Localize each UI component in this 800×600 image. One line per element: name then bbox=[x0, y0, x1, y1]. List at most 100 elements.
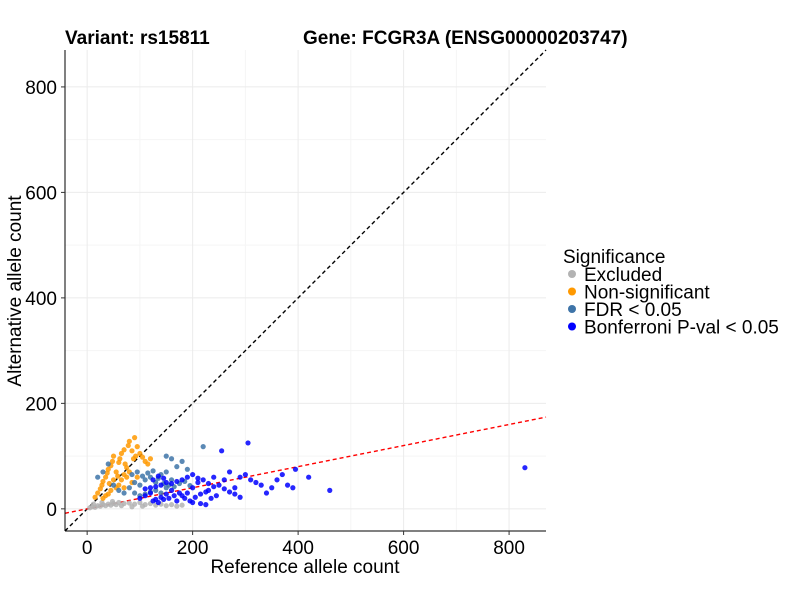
point-fdr-0-05 bbox=[153, 487, 159, 493]
y-tick-label: 600 bbox=[25, 183, 57, 204]
legend-swatch-excluded bbox=[568, 270, 576, 278]
point-non-significant bbox=[113, 469, 119, 475]
point-fdr-0-05 bbox=[150, 468, 156, 474]
point-excluded bbox=[118, 503, 125, 509]
point-fdr-0-05 bbox=[139, 473, 146, 479]
point-fdr-0-05 bbox=[121, 490, 127, 496]
point-non-significant bbox=[147, 456, 154, 462]
point-fdr-0-05 bbox=[137, 482, 143, 488]
point-bonferroni-p-val-0-05 bbox=[248, 477, 254, 483]
point-bonferroni-p-val-0-05 bbox=[253, 479, 259, 486]
point-non-significant bbox=[108, 487, 114, 493]
point-bonferroni-p-val-0-05 bbox=[292, 466, 299, 472]
point-bonferroni-p-val-0-05 bbox=[184, 474, 190, 480]
point-bonferroni-p-val-0-05 bbox=[269, 485, 275, 491]
point-non-significant bbox=[132, 435, 138, 441]
point-non-significant bbox=[103, 474, 109, 480]
point-excluded bbox=[163, 503, 169, 509]
point-bonferroni-p-val-0-05 bbox=[195, 475, 201, 481]
point-non-significant bbox=[139, 454, 146, 460]
legend-label-non-significant: Non-significant bbox=[584, 283, 710, 304]
point-bonferroni-p-val-0-05 bbox=[190, 485, 196, 491]
point-non-significant bbox=[129, 448, 135, 454]
x-tick-label: 800 bbox=[493, 538, 525, 559]
point-bonferroni-p-val-0-05 bbox=[150, 498, 156, 504]
point-bonferroni-p-val-0-05 bbox=[137, 495, 143, 501]
x-tick-label: 0 bbox=[82, 538, 93, 559]
y-tick-label: 200 bbox=[25, 394, 57, 415]
point-excluded bbox=[168, 502, 175, 508]
point-bonferroni-p-val-0-05 bbox=[158, 482, 164, 488]
point-bonferroni-p-val-0-05 bbox=[174, 478, 180, 485]
point-excluded bbox=[179, 502, 185, 508]
fit-reference-line bbox=[64, 416, 547, 514]
point-fdr-0-05 bbox=[95, 474, 101, 480]
point-non-significant bbox=[105, 466, 111, 472]
point-bonferroni-p-val-0-05 bbox=[290, 485, 296, 491]
point-bonferroni-p-val-0-05 bbox=[197, 500, 204, 507]
point-bonferroni-p-val-0-05 bbox=[150, 477, 156, 483]
chart-title-gene: Gene: FCGR3A (ENSG00000203747) bbox=[303, 28, 628, 49]
point-bonferroni-p-val-0-05 bbox=[147, 490, 154, 496]
x-tick-label: 600 bbox=[388, 538, 420, 559]
y-tick-label: 0 bbox=[46, 500, 57, 521]
point-excluded bbox=[174, 503, 180, 509]
point-fdr-0-05 bbox=[163, 453, 169, 459]
point-bonferroni-p-val-0-05 bbox=[176, 490, 183, 496]
point-bonferroni-p-val-0-05 bbox=[142, 493, 148, 499]
point-bonferroni-p-val-0-05 bbox=[168, 480, 175, 487]
point-bonferroni-p-val-0-05 bbox=[237, 494, 243, 500]
point-fdr-0-05 bbox=[134, 469, 140, 475]
point-bonferroni-p-val-0-05 bbox=[203, 489, 209, 495]
point-non-significant bbox=[118, 477, 125, 483]
point-fdr-0-05 bbox=[200, 444, 206, 450]
point-excluded bbox=[99, 499, 105, 506]
point-non-significant bbox=[145, 461, 151, 467]
point-non-significant bbox=[134, 474, 140, 480]
point-non-significant bbox=[133, 453, 139, 459]
point-non-significant bbox=[106, 480, 112, 487]
point-bonferroni-p-val-0-05 bbox=[190, 499, 196, 506]
point-excluded bbox=[109, 498, 116, 505]
y-tick-label: 800 bbox=[25, 78, 57, 99]
legend-swatch-non-significant bbox=[568, 287, 576, 296]
point-fdr-0-05 bbox=[126, 485, 132, 491]
identity-reference-line bbox=[64, 49, 547, 532]
axes bbox=[64, 50, 546, 532]
y-axis-ticks: 0 200 400 600 800 bbox=[25, 78, 65, 521]
point-bonferroni-p-val-0-05 bbox=[155, 473, 161, 479]
point-non-significant bbox=[109, 458, 116, 464]
point-bonferroni-p-val-0-05 bbox=[232, 485, 238, 491]
point-fdr-0-05 bbox=[179, 458, 185, 464]
point-non-significant bbox=[117, 456, 123, 462]
point-bonferroni-p-val-0-05 bbox=[284, 482, 291, 488]
point-bonferroni-p-val-0-05 bbox=[242, 471, 248, 478]
point-bonferroni-p-val-0-05 bbox=[200, 477, 206, 483]
point-bonferroni-p-val-0-05 bbox=[203, 502, 209, 508]
point-non-significant bbox=[100, 478, 106, 485]
point-non-significant bbox=[126, 438, 132, 444]
legend-swatch-bonferroni-p-val-0-05 bbox=[568, 322, 576, 331]
point-bonferroni-p-val-0-05 bbox=[211, 474, 217, 480]
point-bonferroni-p-val-0-05 bbox=[163, 479, 169, 486]
point-fdr-0-05 bbox=[168, 456, 175, 462]
point-bonferroni-p-val-0-05 bbox=[163, 491, 169, 497]
point-excluded bbox=[126, 500, 132, 506]
point-non-significant bbox=[110, 453, 117, 459]
point-fdr-0-05 bbox=[100, 469, 106, 475]
point-fdr-0-05 bbox=[184, 466, 190, 472]
legend-label-bonferroni-p-val-0-05: Bonferroni P-val < 0.05 bbox=[584, 318, 779, 339]
x-axis-label: Reference allele count bbox=[210, 557, 400, 578]
x-tick-label: 400 bbox=[282, 538, 314, 559]
grid bbox=[65, 50, 546, 531]
point-bonferroni-p-val-0-05 bbox=[171, 493, 177, 499]
legend-title: Significance bbox=[563, 247, 665, 268]
point-bonferroni-p-val-0-05 bbox=[232, 491, 238, 497]
point-bonferroni-p-val-0-05 bbox=[142, 486, 148, 492]
point-bonferroni-p-val-0-05 bbox=[179, 477, 185, 483]
point-bonferroni-p-val-0-05 bbox=[226, 469, 233, 475]
point-bonferroni-p-val-0-05 bbox=[221, 486, 227, 492]
point-bonferroni-p-val-0-05 bbox=[211, 484, 217, 490]
point-bonferroni-p-val-0-05 bbox=[174, 498, 180, 504]
